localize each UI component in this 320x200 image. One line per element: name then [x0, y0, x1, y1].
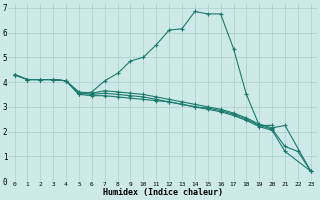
- X-axis label: Humidex (Indice chaleur): Humidex (Indice chaleur): [103, 188, 223, 197]
